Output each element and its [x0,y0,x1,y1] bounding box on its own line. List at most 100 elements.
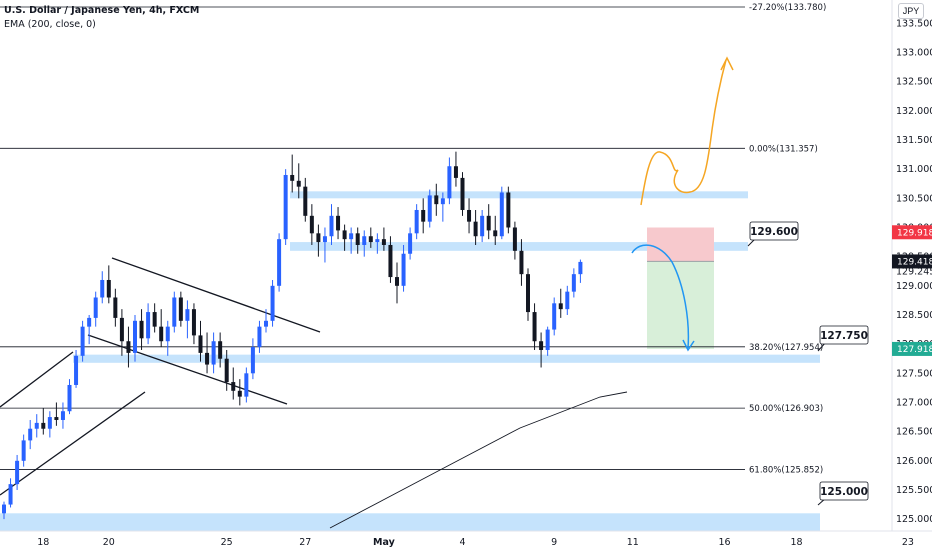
candle-body [362,236,367,245]
candle-body [41,422,46,429]
candle-body [87,317,92,327]
candle-body [146,312,151,339]
candle-body [552,303,557,330]
candle-body [237,390,242,397]
price-badge [892,341,932,356]
candle-body [224,358,229,383]
candle-body [316,233,321,243]
price-tick: 132.500 [896,77,932,88]
price-badge [892,254,932,269]
candle-body [2,504,6,514]
candle-body [519,250,524,275]
candle-body [309,215,314,234]
candle-body [447,166,452,199]
time-tick: 18 [37,537,49,548]
time-tick: 23 [902,537,914,548]
callout-label: 125.000 [820,486,868,498]
time-axis-bg [0,531,932,550]
candle-body [119,317,124,342]
fib-level-label: 50.00%(126.903) [749,404,823,414]
price-tick: 125.500 [896,485,932,496]
candle-body [467,209,472,222]
candle-body [133,320,137,353]
candle-body [8,484,13,505]
price-tick: 126.500 [896,427,932,438]
candle-body [159,326,164,342]
candle-body [558,303,563,310]
candle-body [198,335,203,353]
candle-body [172,297,177,327]
candle-body [290,174,295,181]
fib-level-label: 38.20%(127.954) [749,343,823,353]
candle-body [231,382,236,391]
candle-body [512,227,517,251]
callout-label: 129.600 [750,226,798,238]
price-tick: 131.500 [896,135,932,146]
candle-body [178,297,183,321]
candle-body [453,166,458,178]
take-profit-zone [647,261,714,349]
fib-level-label: -27.20%(133.780) [749,3,826,13]
candle-body [152,312,157,327]
candle-body [414,209,419,234]
candle-body [67,384,72,412]
time-tick: 27 [299,537,311,548]
candle-body [100,279,105,298]
candle-body [257,326,262,348]
time-tick: 4 [459,537,465,548]
candle-body [185,309,190,321]
candle-body [93,297,98,318]
candle-body [480,215,485,237]
candle-body [381,239,386,245]
price-tick: 128.500 [896,310,932,321]
time-tick: 18 [791,537,803,548]
price-badge-label: 127.918 [897,345,932,355]
candle-body [250,347,255,374]
candle-body [329,215,334,237]
candle-body [277,239,282,286]
candle-body [165,326,170,342]
candle-body [303,186,308,216]
price-tick: 127.500 [896,368,932,379]
trendline [0,351,74,408]
time-tick: 16 [718,537,730,548]
candle-body [421,209,426,222]
symbol-title: U.S. Dollar / Japanese Yen, 4h, FXCM [4,5,200,16]
candle-body [54,417,59,420]
trendline [87,334,288,405]
price-axis-bg [892,0,932,550]
candle-body [283,174,288,240]
candle-body [34,422,39,429]
fib-level-label: 0.00%(131.357) [749,144,818,154]
candle-body [218,341,223,359]
fib-level-label: 61.80%(125.852) [749,465,823,475]
candle-body [205,352,210,365]
candle-body [355,233,360,245]
candle-body [401,253,406,286]
callout-box [819,325,869,345]
currency-button[interactable]: JPY [898,3,924,19]
candle-body [460,177,465,210]
candle-body [578,261,583,275]
bearish-arrowhead [682,339,695,352]
candle-body [526,274,530,313]
time-tick: May [373,537,396,548]
candle-body [506,192,511,228]
time-tick: 20 [103,537,115,548]
stop-loss-zone [647,227,714,262]
indicator-legend[interactable]: EMA (200, close, 0) [4,19,96,30]
candle-body [571,274,576,292]
candle-body [395,277,399,286]
bullish-projection-path [640,59,727,206]
candle-body [336,215,341,231]
candle-body [388,244,393,278]
price-tick: 133.000 [896,47,932,58]
price-tick: 131.000 [896,164,932,175]
candle-body [434,195,439,205]
support-resistance-zone [290,242,748,251]
candle-body [499,192,504,237]
time-tick: 9 [551,537,557,548]
price-tick: 126.000 [896,456,932,467]
candle-body [427,195,432,222]
